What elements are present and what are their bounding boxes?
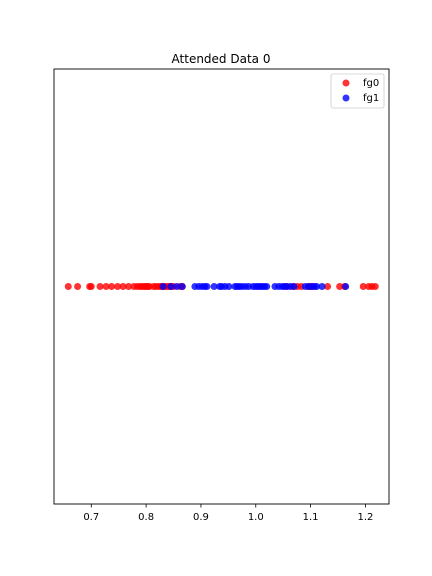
x-tick-label-1: 0.8 xyxy=(138,512,154,523)
point-fg1-8 xyxy=(203,283,211,290)
point-fg1-1 xyxy=(167,283,175,290)
chart-title: Attended Data 0 xyxy=(172,52,271,66)
x-tick-label-0: 0.7 xyxy=(83,512,99,523)
point-fg1-0 xyxy=(159,283,167,290)
points-layer xyxy=(64,283,379,290)
point-fg1-26 xyxy=(263,283,271,290)
legend-marker-fg1 xyxy=(342,94,350,102)
point-fg0-8 xyxy=(119,283,127,290)
point-fg0-40 xyxy=(359,283,367,290)
point-fg0-9 xyxy=(125,283,133,290)
point-fg0-1 xyxy=(74,283,82,290)
legend-label-fg0: fg0 xyxy=(363,78,379,89)
point-fg1-9 xyxy=(210,283,218,290)
x-tick-label-2: 0.9 xyxy=(193,512,209,523)
point-fg1-3 xyxy=(178,283,186,290)
legend-label-fg1: fg1 xyxy=(363,93,379,104)
point-fg1-2 xyxy=(173,283,181,290)
point-fg0-37 xyxy=(324,283,332,290)
point-fg1-38 xyxy=(313,283,321,290)
legend-marker-fg0 xyxy=(342,79,350,87)
point-fg0-5 xyxy=(102,283,110,290)
point-fg1-13 xyxy=(225,283,233,290)
x-axis: 0.7 0.8 0.9 1.0 1.1 1.2 xyxy=(83,504,373,523)
legend: fg0 fg1 xyxy=(330,73,385,109)
point-fg1-39 xyxy=(318,283,326,290)
point-fg0-4 xyxy=(96,283,104,290)
point-fg0-38 xyxy=(336,283,344,290)
point-fg0-7 xyxy=(114,283,122,290)
point-fg1-33 xyxy=(290,283,298,290)
point-fg0-43 xyxy=(371,283,379,290)
x-tick-label-5: 1.2 xyxy=(357,512,373,523)
point-fg0-0 xyxy=(64,283,72,290)
point-fg0-3 xyxy=(87,283,95,290)
point-fg0-6 xyxy=(108,283,116,290)
point-fg1-40 xyxy=(342,283,350,290)
x-tick-label-4: 1.1 xyxy=(303,512,319,523)
x-tick-label-3: 1.0 xyxy=(248,512,264,523)
plot-frame xyxy=(53,68,390,505)
